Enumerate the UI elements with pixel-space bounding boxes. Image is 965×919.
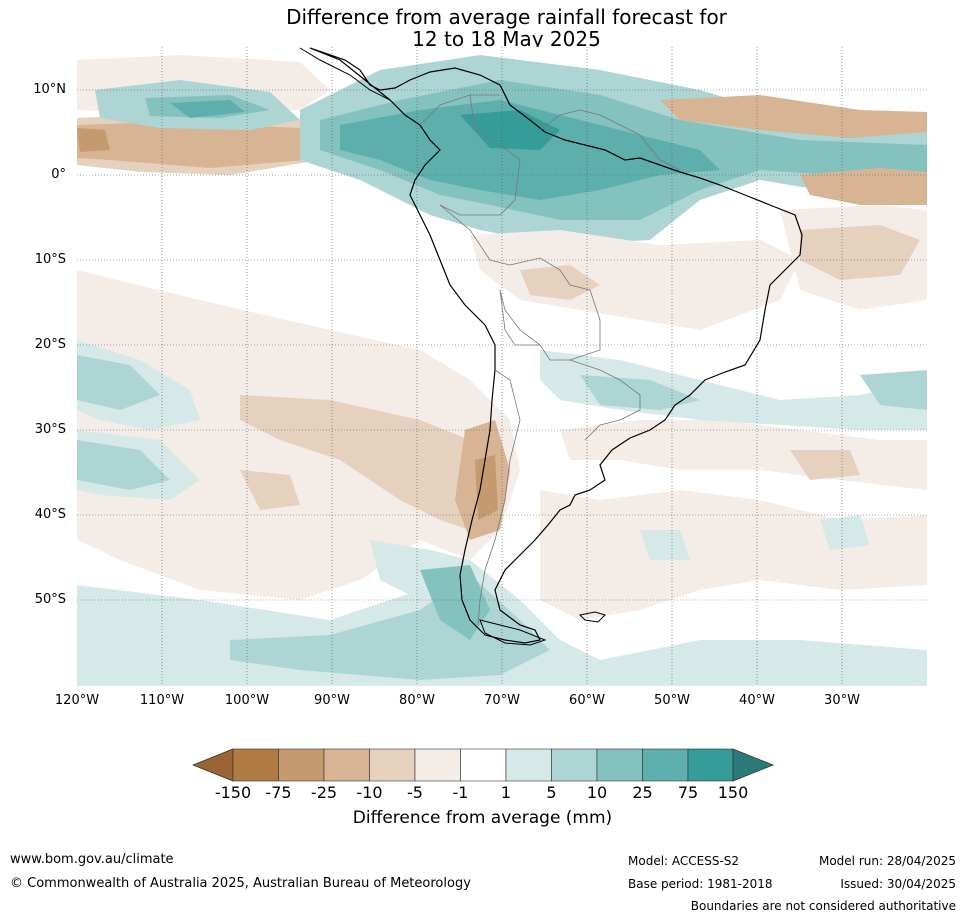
colorbar-swatch <box>414 748 461 782</box>
colorbar-swatch <box>687 748 734 782</box>
colorbar-tick-label: 75 <box>677 783 699 802</box>
lon-label: 30°W <box>824 693 860 708</box>
lat-label: 10°S <box>34 252 66 267</box>
wet-region <box>860 370 927 410</box>
dry-region <box>240 395 480 530</box>
lat-label: 30°S <box>34 422 66 437</box>
colorbar-low-extend <box>191 748 234 782</box>
wet-region <box>460 110 560 150</box>
colorbar-swatch <box>278 748 325 782</box>
issued-date: Issued: 30/04/2025 <box>840 877 956 891</box>
copyright-text: © Commonwealth of Australia 2025, Austra… <box>10 876 471 891</box>
lon-label: 60°W <box>569 693 605 708</box>
colorbar-swatch <box>232 748 279 782</box>
lat-label: 10°N <box>33 82 66 97</box>
wet-region <box>77 355 160 410</box>
wet-region <box>420 565 490 640</box>
colorbar-tick-label: 25 <box>632 783 653 802</box>
colorbar-swatch <box>642 748 689 782</box>
colorbar <box>191 748 775 782</box>
wet-region <box>77 440 170 490</box>
wet-region <box>640 530 690 560</box>
colorbar-tick-label: -1 <box>452 783 469 802</box>
lon-label: 80°W <box>399 693 435 708</box>
tierra-del-fuego <box>479 619 547 646</box>
colorbar-tick-label: 10 <box>586 783 608 802</box>
lon-label: 70°W <box>484 693 520 708</box>
boundaries-disclaimer: Boundaries are not considered authoritat… <box>690 899 956 913</box>
gridlines <box>77 47 927 686</box>
wet-region <box>170 100 245 118</box>
lon-label: 100°W <box>224 693 270 708</box>
wet-region <box>340 100 720 200</box>
falkland-islands <box>578 611 606 623</box>
colorbar-swatch <box>551 748 598 782</box>
colorbar-title: Difference from average (mm) <box>352 808 613 828</box>
lat-label: 50°S <box>34 592 66 607</box>
wet-region <box>540 350 927 430</box>
colorbar-tick-label: -150 <box>214 783 252 802</box>
dry-region <box>240 470 300 510</box>
map-plot-area <box>77 47 927 686</box>
wet-region <box>580 375 700 410</box>
dry-region <box>660 95 927 138</box>
dry-region <box>475 455 498 520</box>
dry-region <box>77 128 110 152</box>
colorbar-swatch <box>596 748 643 782</box>
south-america-coastline <box>309 47 803 644</box>
colorbar-high-extend <box>732 748 775 782</box>
colorbar-swatch <box>460 748 507 782</box>
lon-label: 120°W <box>54 693 100 708</box>
lon-label: 50°W <box>654 693 690 708</box>
colorbar-swatch <box>505 748 552 782</box>
wet-region <box>820 515 870 550</box>
lat-label: 0° <box>51 167 66 182</box>
lon-label: 90°W <box>314 693 350 708</box>
central-america-coastline <box>299 47 391 101</box>
chart-title-line-1: Difference from average rainfall forecas… <box>286 5 727 29</box>
colorbar-swatch <box>323 748 370 782</box>
dry-region <box>800 225 920 280</box>
colorbar-tick-label: -5 <box>407 783 423 802</box>
colorbar-swatch <box>369 748 416 782</box>
chart-title-line-2: 12 to 18 May 2025 <box>412 27 601 51</box>
lon-label: 110°W <box>139 693 185 708</box>
website-link[interactable]: www.bom.gov.au/climate <box>10 852 174 867</box>
dry-region <box>470 230 800 330</box>
base-period: Base period: 1981-2018 <box>628 877 773 891</box>
colorbar-tick-label: 1 <box>500 783 512 802</box>
colorbar-tick-label: -75 <box>265 783 292 802</box>
dry-region <box>77 122 305 168</box>
dry-region <box>800 168 927 205</box>
colorbar-tick-label: -10 <box>356 783 383 802</box>
dry-region <box>790 450 860 480</box>
dry-region <box>520 265 600 300</box>
colorbar-tick-label: 150 <box>717 783 749 802</box>
model-run-date: Model run: 28/04/2025 <box>818 854 956 868</box>
lat-label: 40°S <box>34 507 66 522</box>
colorbar-tick-label: -25 <box>310 783 338 802</box>
lon-label: 40°W <box>739 693 775 708</box>
model-name: Model: ACCESS-S2 <box>628 854 740 868</box>
country-borders <box>419 94 681 626</box>
lat-label: 20°S <box>34 337 66 352</box>
colorbar-tick-label: 5 <box>546 783 557 802</box>
